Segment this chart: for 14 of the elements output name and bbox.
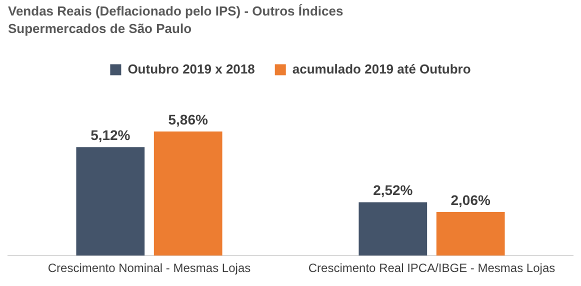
- data-label: 5,86%: [168, 111, 208, 128]
- x-tick-label: Crescimento Nominal - Mesmas Lojas: [48, 261, 251, 276]
- data-label: 5,12%: [90, 127, 131, 144]
- data-label: 2,52%: [373, 182, 414, 198]
- bar: [154, 132, 222, 256]
- chart-title: Vendas Reais (Deflacionado pelo IPS) - Outros Índices: [8, 3, 344, 18]
- legend-label: Outubro 2019 x 2018: [128, 61, 255, 76]
- legend-label: acumulado 2019 até Outubro: [292, 61, 471, 76]
- bar: [436, 212, 505, 256]
- chart-subtitle: Supermercados de São Paulo: [8, 20, 192, 36]
- x-tick-label: Crescimento Real IPCA/IBGE - Mesmas Lojas: [308, 261, 556, 276]
- bar: [358, 202, 428, 256]
- bar: [76, 147, 145, 256]
- data-label: 2,06%: [450, 192, 491, 208]
